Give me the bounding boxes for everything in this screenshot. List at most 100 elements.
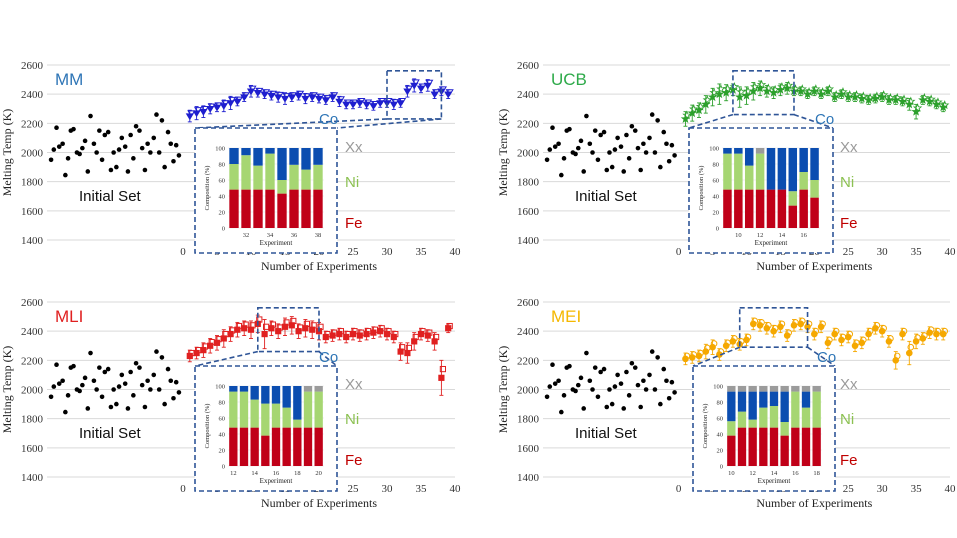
- replicate-point: [710, 340, 718, 347]
- replicate-point: [805, 320, 813, 328]
- zoom-connector: [194, 350, 258, 367]
- x-tick-label: 30: [877, 483, 889, 495]
- initial-point: [618, 144, 624, 149]
- inset-bar-ni: [788, 191, 798, 206]
- y-tick-label: 1800: [21, 414, 44, 426]
- replicate-point: [221, 100, 230, 108]
- inset-y-tick-label: 60: [219, 178, 226, 185]
- initial-point: [573, 388, 578, 394]
- initial-point: [655, 355, 660, 360]
- initial-point: [609, 164, 615, 170]
- initial-point: [151, 372, 157, 378]
- inset-x-tick-label: 20: [315, 470, 322, 477]
- initial-point: [148, 150, 153, 155]
- replicate-point: [872, 91, 882, 101]
- replicate-point: [296, 90, 305, 98]
- replicate-point: [336, 96, 345, 104]
- initial-point: [669, 142, 675, 148]
- replicate-point: [282, 92, 291, 100]
- initial-point: [142, 167, 148, 173]
- experiment-point: [431, 338, 438, 345]
- inset-bar-fe: [737, 427, 747, 466]
- y-tick-label: 1800: [517, 177, 540, 189]
- replicate-point: [880, 324, 887, 332]
- initial-point: [119, 372, 125, 378]
- inset-bar-ni: [271, 403, 281, 428]
- experiment-point: [213, 339, 221, 346]
- replicate-point: [317, 323, 324, 330]
- replicate-point: [695, 101, 706, 111]
- replicate-point: [777, 81, 787, 91]
- replicate-point: [906, 96, 916, 106]
- initial-point: [56, 381, 62, 386]
- replicate-point: [275, 91, 284, 99]
- initial-point: [85, 406, 91, 411]
- inset-y-tick-label: 100: [709, 146, 719, 153]
- inset-bar-fe: [239, 427, 249, 466]
- inset-bar-fe: [261, 435, 270, 466]
- initial-point: [672, 153, 677, 158]
- initial-point: [607, 150, 612, 155]
- initial-point: [71, 126, 76, 132]
- inset-y-tick-label: 100: [215, 146, 225, 153]
- initial-point: [624, 369, 629, 375]
- y-tick-label: 2000: [21, 148, 44, 160]
- replicate-point: [824, 84, 835, 94]
- initial-point: [641, 141, 646, 147]
- initial-point: [56, 144, 62, 149]
- initial-point: [649, 349, 655, 354]
- legend-co-label: Co: [815, 111, 834, 128]
- initial-point: [556, 141, 561, 147]
- experiment-point: [748, 86, 758, 96]
- experiment-point: [397, 348, 404, 355]
- inset-bar-ni: [810, 180, 819, 198]
- initial-point: [664, 141, 669, 147]
- replicate-point: [377, 98, 386, 105]
- inset-bar-ni: [759, 407, 768, 428]
- inset-bar-ni: [289, 164, 299, 190]
- initial-point: [82, 375, 88, 381]
- replicate-point: [255, 87, 264, 95]
- initial-point: [51, 384, 57, 389]
- replicate-point: [384, 98, 393, 105]
- replicate-point: [262, 89, 271, 97]
- inset-bar-fe: [301, 189, 311, 228]
- x-axis-label: Number of Experiments: [756, 259, 872, 273]
- replicate-point: [933, 97, 943, 107]
- initial-point: [151, 135, 157, 141]
- initial-point: [598, 369, 603, 375]
- inset-bar-fe: [777, 189, 787, 228]
- inset-bar-fe: [293, 427, 302, 466]
- initial-point: [629, 360, 635, 366]
- replicate-point: [330, 92, 339, 100]
- x-tick-label: 0: [180, 483, 186, 495]
- y-tick-label: 2000: [517, 385, 540, 397]
- experiment-point: [309, 326, 316, 333]
- zoom-connector: [807, 346, 836, 367]
- chart-panel-mei: 1400160018002000220024002600051015202530…: [496, 297, 956, 510]
- y-tick-label: 1400: [21, 235, 44, 247]
- inset-bar-fe: [229, 189, 239, 228]
- inset-y-tick-label: 100: [215, 384, 225, 391]
- legend-xx-label: Xx: [345, 139, 363, 156]
- inset-x-tick-label: 12: [749, 470, 756, 477]
- initial-point: [584, 113, 589, 119]
- chart-panel-ucb: 1400160018002000220024002600051015202530…: [496, 60, 956, 273]
- initial-point: [621, 169, 627, 174]
- initial-point: [82, 138, 88, 144]
- initial-point: [647, 372, 652, 378]
- replicate-point: [316, 93, 325, 101]
- y-tick-label: 2600: [517, 297, 540, 309]
- x-tick-label: 40: [945, 246, 957, 258]
- inset-bar-xx: [737, 386, 747, 392]
- initial-point: [652, 150, 658, 155]
- zoom-box: [386, 70, 443, 120]
- inset-bar-co: [769, 391, 779, 406]
- inset-bar-ni: [801, 407, 811, 428]
- initial-point: [584, 350, 589, 356]
- y-tick-label: 2400: [517, 89, 540, 101]
- inset-x-tick-label: 32: [243, 232, 250, 239]
- replicate-point: [303, 320, 310, 327]
- experiment-point: [404, 349, 411, 357]
- initial-point: [626, 156, 632, 161]
